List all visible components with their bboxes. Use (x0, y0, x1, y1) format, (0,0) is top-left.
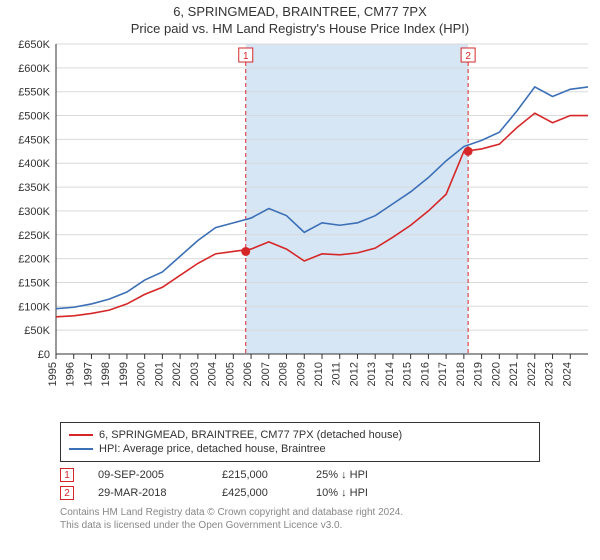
svg-text:2013: 2013 (366, 362, 378, 386)
legend-label: 6, SPRINGMEAD, BRAINTREE, CM77 7PX (deta… (99, 429, 402, 441)
svg-text:2015: 2015 (402, 362, 414, 386)
chart-legend: 6, SPRINGMEAD, BRAINTREE, CM77 7PX (deta… (60, 422, 540, 462)
svg-text:2019: 2019 (473, 362, 485, 386)
svg-text:2022: 2022 (526, 362, 538, 386)
legend-item: 6, SPRINGMEAD, BRAINTREE, CM77 7PX (deta… (69, 429, 531, 441)
svg-text:2018: 2018 (455, 362, 467, 386)
event-diff: 25% ↓ HPI (316, 469, 406, 481)
svg-text:2: 2 (465, 51, 471, 62)
svg-text:1995: 1995 (47, 362, 59, 386)
event-row: 2 29-MAR-2018 £425,000 10% ↓ HPI (60, 486, 540, 500)
svg-text:2000: 2000 (136, 362, 148, 386)
svg-text:2009: 2009 (295, 362, 307, 386)
event-date: 09-SEP-2005 (98, 469, 198, 481)
event-diff: 10% ↓ HPI (316, 487, 406, 499)
svg-text:2017: 2017 (437, 362, 449, 386)
svg-text:2020: 2020 (490, 362, 502, 386)
svg-text:2011: 2011 (331, 362, 343, 386)
svg-text:2023: 2023 (544, 362, 556, 386)
svg-text:2004: 2004 (207, 362, 219, 386)
svg-text:£350K: £350K (18, 182, 50, 194)
svg-text:£50K: £50K (24, 325, 50, 337)
chart-subtitle: Price paid vs. HM Land Registry's House … (0, 21, 600, 36)
svg-text:£400K: £400K (18, 158, 50, 170)
svg-text:1999: 1999 (118, 362, 130, 386)
events-table: 1 09-SEP-2005 £215,000 25% ↓ HPI 2 29-MAR-201… (60, 468, 540, 500)
svg-text:1996: 1996 (65, 362, 77, 386)
svg-text:£150K: £150K (18, 277, 50, 289)
event-price: £425,000 (222, 487, 292, 499)
event-row: 1 09-SEP-2005 £215,000 25% ↓ HPI (60, 468, 540, 482)
svg-text:£500K: £500K (18, 111, 50, 123)
event-date: 29-MAR-2018 (98, 487, 198, 499)
event-price: £215,000 (222, 469, 292, 481)
svg-text:£100K: £100K (18, 301, 50, 313)
event-marker-icon: 1 (60, 468, 74, 482)
svg-text:£450K: £450K (18, 134, 50, 146)
svg-text:2024: 2024 (561, 362, 573, 386)
legend-label: HPI: Average price, detached house, Brai… (99, 443, 326, 455)
svg-text:£250K: £250K (18, 230, 50, 242)
svg-text:2021: 2021 (508, 362, 520, 386)
address-title: 6, SPRINGMEAD, BRAINTREE, CM77 7PX (0, 4, 600, 19)
event-marker-icon: 2 (60, 486, 74, 500)
svg-text:£0: £0 (38, 349, 50, 361)
svg-text:1998: 1998 (100, 362, 112, 386)
svg-text:£300K: £300K (18, 206, 50, 218)
svg-text:£650K: £650K (18, 39, 50, 51)
svg-text:2001: 2001 (153, 362, 165, 386)
svg-text:2010: 2010 (313, 362, 325, 386)
svg-text:1997: 1997 (82, 362, 94, 386)
footnote-line1: Contains HM Land Registry data © Crown c… (60, 506, 540, 519)
legend-swatch (69, 448, 93, 450)
svg-text:2012: 2012 (348, 362, 360, 386)
svg-text:£200K: £200K (18, 254, 50, 266)
svg-text:2007: 2007 (260, 362, 272, 386)
svg-text:2016: 2016 (419, 362, 431, 386)
svg-text:1: 1 (243, 51, 249, 62)
svg-text:2006: 2006 (242, 362, 254, 386)
svg-text:£550K: £550K (18, 87, 50, 99)
svg-text:2003: 2003 (189, 362, 201, 386)
footnote: Contains HM Land Registry data © Crown c… (60, 506, 540, 532)
svg-text:2008: 2008 (278, 362, 290, 386)
svg-text:£600K: £600K (18, 63, 50, 75)
legend-item: HPI: Average price, detached house, Brai… (69, 443, 531, 455)
footnote-line2: This data is licensed under the Open Gov… (60, 519, 540, 532)
svg-text:2005: 2005 (224, 362, 236, 386)
svg-text:2002: 2002 (171, 362, 183, 386)
price-chart: £0 £50K £100K £150K £200K £250K £300K £350K £400… (0, 36, 600, 416)
legend-swatch (69, 434, 93, 436)
svg-text:2014: 2014 (384, 362, 396, 386)
